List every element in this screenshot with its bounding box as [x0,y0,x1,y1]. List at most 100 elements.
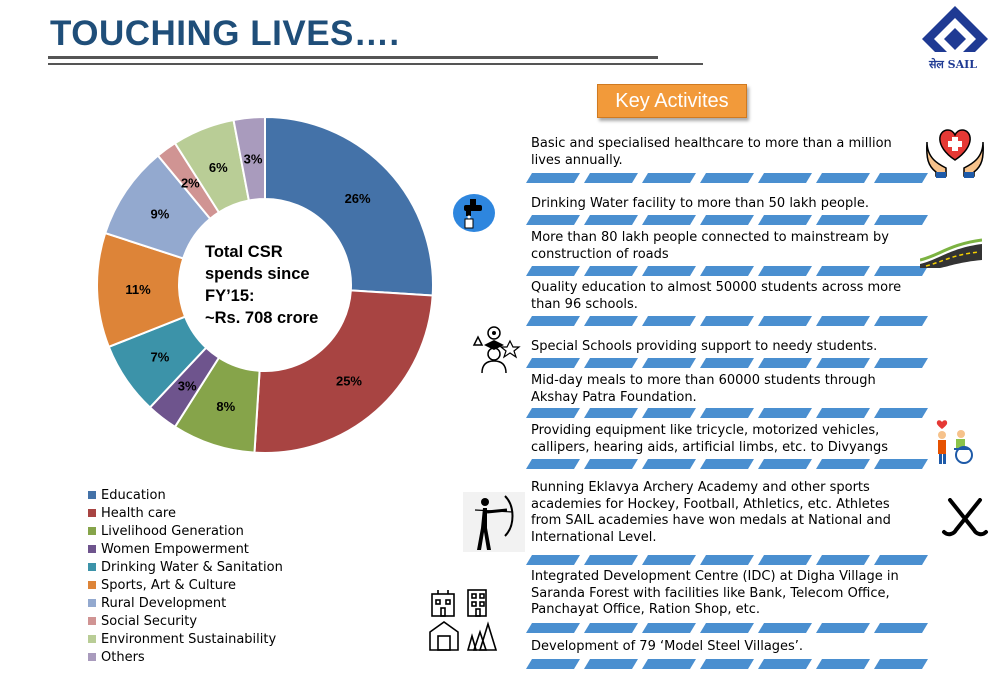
divider-dash [758,316,812,326]
legend-label: Health care [101,505,176,521]
divider-dash [642,358,696,368]
activity-divider [526,659,928,669]
legend-label: Livelihood Generation [101,523,244,539]
divider-dash [816,215,870,225]
page-title: TOUCHING LIVES…. [50,14,400,53]
donut-slice-health-care [253,289,434,454]
divider-dash [816,316,870,326]
divider-dash [700,459,754,469]
divider-dash [758,459,812,469]
divider-dash [874,408,928,418]
divider-dash [584,623,638,633]
legend-item: Sports, Art & Culture [88,576,283,594]
divider-dash [642,623,696,633]
divider-dash [526,623,580,633]
divider-dash [816,358,870,368]
activity-item: Development of 79 ‘Model Steel Villages’… [531,639,804,654]
legend-swatch [88,617,96,625]
activity-divider [526,459,928,469]
activity-divider [526,215,928,225]
education-student-icon [472,326,521,374]
donut-data-label: 7% [151,349,170,364]
divider-dash [874,316,928,326]
divider-dash [526,173,580,183]
legend-swatch [88,527,96,535]
divider-dash [758,555,812,565]
activity-item: Integrated Development Centre (IDC) at D… [531,569,899,617]
activity-item: Mid-day meals to more than 60000 student… [531,373,876,405]
divider-dash [816,459,870,469]
legend-label: Rural Development [101,595,227,611]
divider-dash [642,659,696,669]
donut-data-label: 26% [345,191,371,206]
activity-divider [526,623,928,633]
divider-dash [584,316,638,326]
sail-logo-icon [920,6,990,74]
divider-dash [874,623,928,633]
legend-swatch [88,545,96,553]
legend-swatch [88,635,96,643]
legend-item: Environment Sustainability [88,630,283,648]
divider-dash [700,173,754,183]
divider-dash [758,408,812,418]
divider-dash [526,316,580,326]
activity-item: Special Schools providing support to nee… [531,339,878,354]
divider-dash [816,173,870,183]
divider-dash [526,555,580,565]
divider-dash [700,266,754,276]
divider-dash [874,173,928,183]
divyang-wheelchair-icon [936,420,973,464]
divider-dash [642,316,696,326]
hockey-sticks-icon [942,498,988,537]
divider-dash [700,316,754,326]
legend-label: Others [101,649,145,665]
divider-dash [584,266,638,276]
legend-item: Education [88,486,283,504]
donut-data-label: 11% [125,282,151,297]
chart-legend: Education Health care Livelihood Generatio… [88,486,283,666]
csr-donut-chart: 26% 25% 8% 3% 7% 11% 9% 2% 6% 3% [96,115,434,454]
divider-dash [758,659,812,669]
activity-divider [526,408,928,418]
divider-dash [758,266,812,276]
legend-label: Social Security [101,613,198,629]
legend-label: Drinking Water & Sanitation [101,559,283,575]
activity-divider [526,555,928,565]
activity-divider [526,358,928,368]
divider-dash [584,173,638,183]
legend-label: Environment Sustainability [101,631,277,647]
legend-label: Education [101,487,166,503]
healthcare-hands-heart-icon [926,129,984,178]
legend-item: Rural Development [88,594,283,612]
divider-dash [584,358,638,368]
activity-item: Quality education to almost 50000 studen… [531,280,902,312]
divider-dash [874,266,928,276]
activity-item: Running Eklavya Archery Academy and othe… [531,480,891,545]
road-icon [920,238,982,268]
legend-swatch [88,581,96,589]
divider-dash [526,659,580,669]
donut-slice-education [264,115,434,297]
donut-center-line: ~Rs. 708 crore [205,309,319,327]
divider-dash [584,408,638,418]
title-underline-secondary [48,63,703,65]
legend-swatch [88,491,96,499]
divider-dash [642,555,696,565]
divider-dash [816,408,870,418]
legend-swatch [88,509,96,517]
donut-center-label: Total CSR spends since FY’15: ~Rs. 708 c… [205,241,345,329]
title-underline [48,56,658,59]
divider-dash [526,266,580,276]
divider-dash [642,408,696,418]
legend-swatch [88,653,96,661]
divider-dash [526,358,580,368]
divider-dash [584,659,638,669]
activity-item: Basic and specialised healthcare to more… [531,136,892,168]
divider-dash [700,659,754,669]
donut-data-label: 6% [209,160,228,175]
divider-dash [642,215,696,225]
divider-dash [816,623,870,633]
divider-dash [642,459,696,469]
divider-dash [642,173,696,183]
donut-data-label: 2% [181,175,200,190]
